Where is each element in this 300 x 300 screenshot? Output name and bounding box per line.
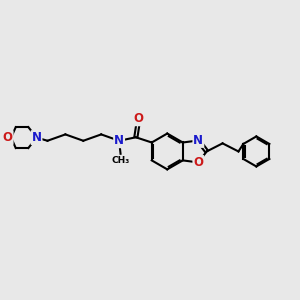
Text: O: O xyxy=(194,156,203,169)
Text: N: N xyxy=(32,131,41,144)
Text: CH₃: CH₃ xyxy=(111,156,130,165)
Text: O: O xyxy=(3,131,13,144)
Text: O: O xyxy=(133,112,143,125)
Text: N: N xyxy=(194,134,203,147)
Text: N: N xyxy=(114,134,124,147)
